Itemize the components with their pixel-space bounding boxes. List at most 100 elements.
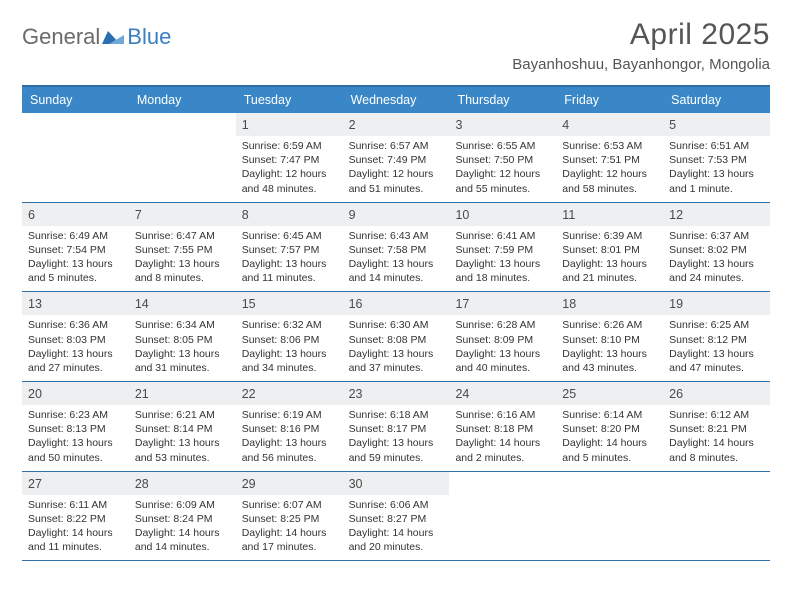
day-line: Daylight: 14 hours xyxy=(135,526,230,540)
day-line: and 51 minutes. xyxy=(349,182,444,196)
day-body: Sunrise: 6:51 AMSunset: 7:53 PMDaylight:… xyxy=(669,139,764,196)
week-row: 6Sunrise: 6:49 AMSunset: 7:54 PMDaylight… xyxy=(22,203,770,293)
day-number-bar: 1 xyxy=(236,113,343,136)
day-line: Daylight: 14 hours xyxy=(669,436,764,450)
day-body: Sunrise: 6:26 AMSunset: 8:10 PMDaylight:… xyxy=(562,318,657,375)
day-line: and 56 minutes. xyxy=(242,451,337,465)
day-line: Sunset: 8:03 PM xyxy=(28,333,123,347)
day-line: Sunrise: 6:23 AM xyxy=(28,408,123,422)
day-body: Sunrise: 6:45 AMSunset: 7:57 PMDaylight:… xyxy=(242,229,337,286)
day-line: Daylight: 12 hours xyxy=(242,167,337,181)
day-line: and 17 minutes. xyxy=(242,540,337,554)
day-number-bar: 29 xyxy=(236,472,343,495)
day-body: Sunrise: 6:19 AMSunset: 8:16 PMDaylight:… xyxy=(242,408,337,465)
day-line: and 8 minutes. xyxy=(135,271,230,285)
day-number-bar: 12 xyxy=(663,203,770,226)
day-line: Sunset: 8:16 PM xyxy=(242,422,337,436)
day-line: Sunset: 8:13 PM xyxy=(28,422,123,436)
day-line: Daylight: 12 hours xyxy=(455,167,550,181)
day-line: and 18 minutes. xyxy=(455,271,550,285)
day-cell: 12 Sunrise: 6:37 AMSunset: 8:02 PMDayligh… xyxy=(663,203,770,292)
day-number: 28 xyxy=(135,477,149,491)
day-number-bar: 15 xyxy=(236,292,343,315)
day-line: and 31 minutes. xyxy=(135,361,230,375)
day-line: Sunset: 7:47 PM xyxy=(242,153,337,167)
day-line: Sunrise: 6:28 AM xyxy=(455,318,550,332)
day-line: and 47 minutes. xyxy=(669,361,764,375)
day-line: Daylight: 13 hours xyxy=(349,347,444,361)
day-line: Sunrise: 6:39 AM xyxy=(562,229,657,243)
logo-word-general: General xyxy=(22,24,100,50)
weekday-header: Friday xyxy=(556,87,663,113)
month-title: April 2025 xyxy=(512,18,770,52)
day-line: Daylight: 13 hours xyxy=(242,436,337,450)
day-line: Sunset: 7:57 PM xyxy=(242,243,337,257)
day-body: Sunrise: 6:06 AMSunset: 8:27 PMDaylight:… xyxy=(349,498,444,555)
day-line: Daylight: 13 hours xyxy=(349,257,444,271)
day-line: Daylight: 13 hours xyxy=(455,347,550,361)
day-line: Sunset: 7:51 PM xyxy=(562,153,657,167)
day-cell: 26 Sunrise: 6:12 AMSunset: 8:21 PMDayligh… xyxy=(663,382,770,471)
day-line: Sunrise: 6:21 AM xyxy=(135,408,230,422)
day-cell xyxy=(22,113,129,202)
day-line: and 8 minutes. xyxy=(669,451,764,465)
calendar: SundayMondayTuesdayWednesdayThursdayFrid… xyxy=(22,85,770,561)
day-line: Sunrise: 6:16 AM xyxy=(455,408,550,422)
day-body: Sunrise: 6:12 AMSunset: 8:21 PMDaylight:… xyxy=(669,408,764,465)
day-cell: 29Sunrise: 6:07 AMSunset: 8:25 PMDayligh… xyxy=(236,472,343,561)
day-body: Sunrise: 6:21 AMSunset: 8:14 PMDaylight:… xyxy=(135,408,230,465)
day-line: Daylight: 12 hours xyxy=(562,167,657,181)
day-number-bar: 16 xyxy=(343,292,450,315)
day-line: Sunrise: 6:55 AM xyxy=(455,139,550,153)
title-block: April 2025 Bayanhoshuu, Bayanhongor, Mon… xyxy=(512,18,770,73)
day-line: Sunset: 8:10 PM xyxy=(562,333,657,347)
day-body: Sunrise: 6:16 AMSunset: 8:18 PMDaylight:… xyxy=(455,408,550,465)
day-number-bar: 9 xyxy=(343,203,450,226)
logo-triangle-icon xyxy=(102,28,124,49)
day-number-bar: 6 xyxy=(22,203,129,226)
day-line: Sunset: 8:17 PM xyxy=(349,422,444,436)
day-cell: 14Sunrise: 6:34 AMSunset: 8:05 PMDayligh… xyxy=(129,292,236,381)
day-number: 23 xyxy=(349,387,363,401)
day-line: Sunset: 7:50 PM xyxy=(455,153,550,167)
weekday-header: Wednesday xyxy=(343,87,450,113)
day-number: 30 xyxy=(349,477,363,491)
day-number: 12 xyxy=(669,208,683,222)
day-line: Daylight: 14 hours xyxy=(455,436,550,450)
day-cell: 4 Sunrise: 6:53 AMSunset: 7:51 PMDaylight… xyxy=(556,113,663,202)
day-line: Sunrise: 6:53 AM xyxy=(562,139,657,153)
day-line: Daylight: 13 hours xyxy=(349,436,444,450)
day-number: 19 xyxy=(669,297,683,311)
day-cell: 21Sunrise: 6:21 AMSunset: 8:14 PMDayligh… xyxy=(129,382,236,471)
day-number: 4 xyxy=(562,118,569,132)
day-line: and 27 minutes. xyxy=(28,361,123,375)
day-body: Sunrise: 6:37 AMSunset: 8:02 PMDaylight:… xyxy=(669,229,764,286)
day-line: Sunrise: 6:06 AM xyxy=(349,498,444,512)
day-number-bar: 24 xyxy=(449,382,556,405)
day-line: and 21 minutes. xyxy=(562,271,657,285)
day-line: Daylight: 14 hours xyxy=(242,526,337,540)
day-number: 15 xyxy=(242,297,256,311)
day-cell xyxy=(129,113,236,202)
day-number: 6 xyxy=(28,208,35,222)
day-number-bar: 25 xyxy=(556,382,663,405)
day-line: Daylight: 13 hours xyxy=(669,167,764,181)
day-number: 24 xyxy=(455,387,469,401)
day-cell: 6Sunrise: 6:49 AMSunset: 7:54 PMDaylight… xyxy=(22,203,129,292)
day-cell: 13Sunrise: 6:36 AMSunset: 8:03 PMDayligh… xyxy=(22,292,129,381)
day-number: 26 xyxy=(669,387,683,401)
day-line: Sunset: 8:25 PM xyxy=(242,512,337,526)
weekday-header: Thursday xyxy=(449,87,556,113)
day-line: Sunrise: 6:36 AM xyxy=(28,318,123,332)
day-line: Sunset: 8:20 PM xyxy=(562,422,657,436)
day-line: Daylight: 13 hours xyxy=(669,257,764,271)
day-number-bar: 4 xyxy=(556,113,663,136)
day-number-bar xyxy=(22,113,129,118)
day-line: Sunset: 8:12 PM xyxy=(669,333,764,347)
day-line: Sunset: 8:24 PM xyxy=(135,512,230,526)
day-line: and 20 minutes. xyxy=(349,540,444,554)
day-line: Sunset: 8:09 PM xyxy=(455,333,550,347)
day-cell: 10Sunrise: 6:41 AMSunset: 7:59 PMDayligh… xyxy=(449,203,556,292)
day-line: Sunset: 7:49 PM xyxy=(349,153,444,167)
day-line: Daylight: 13 hours xyxy=(242,257,337,271)
